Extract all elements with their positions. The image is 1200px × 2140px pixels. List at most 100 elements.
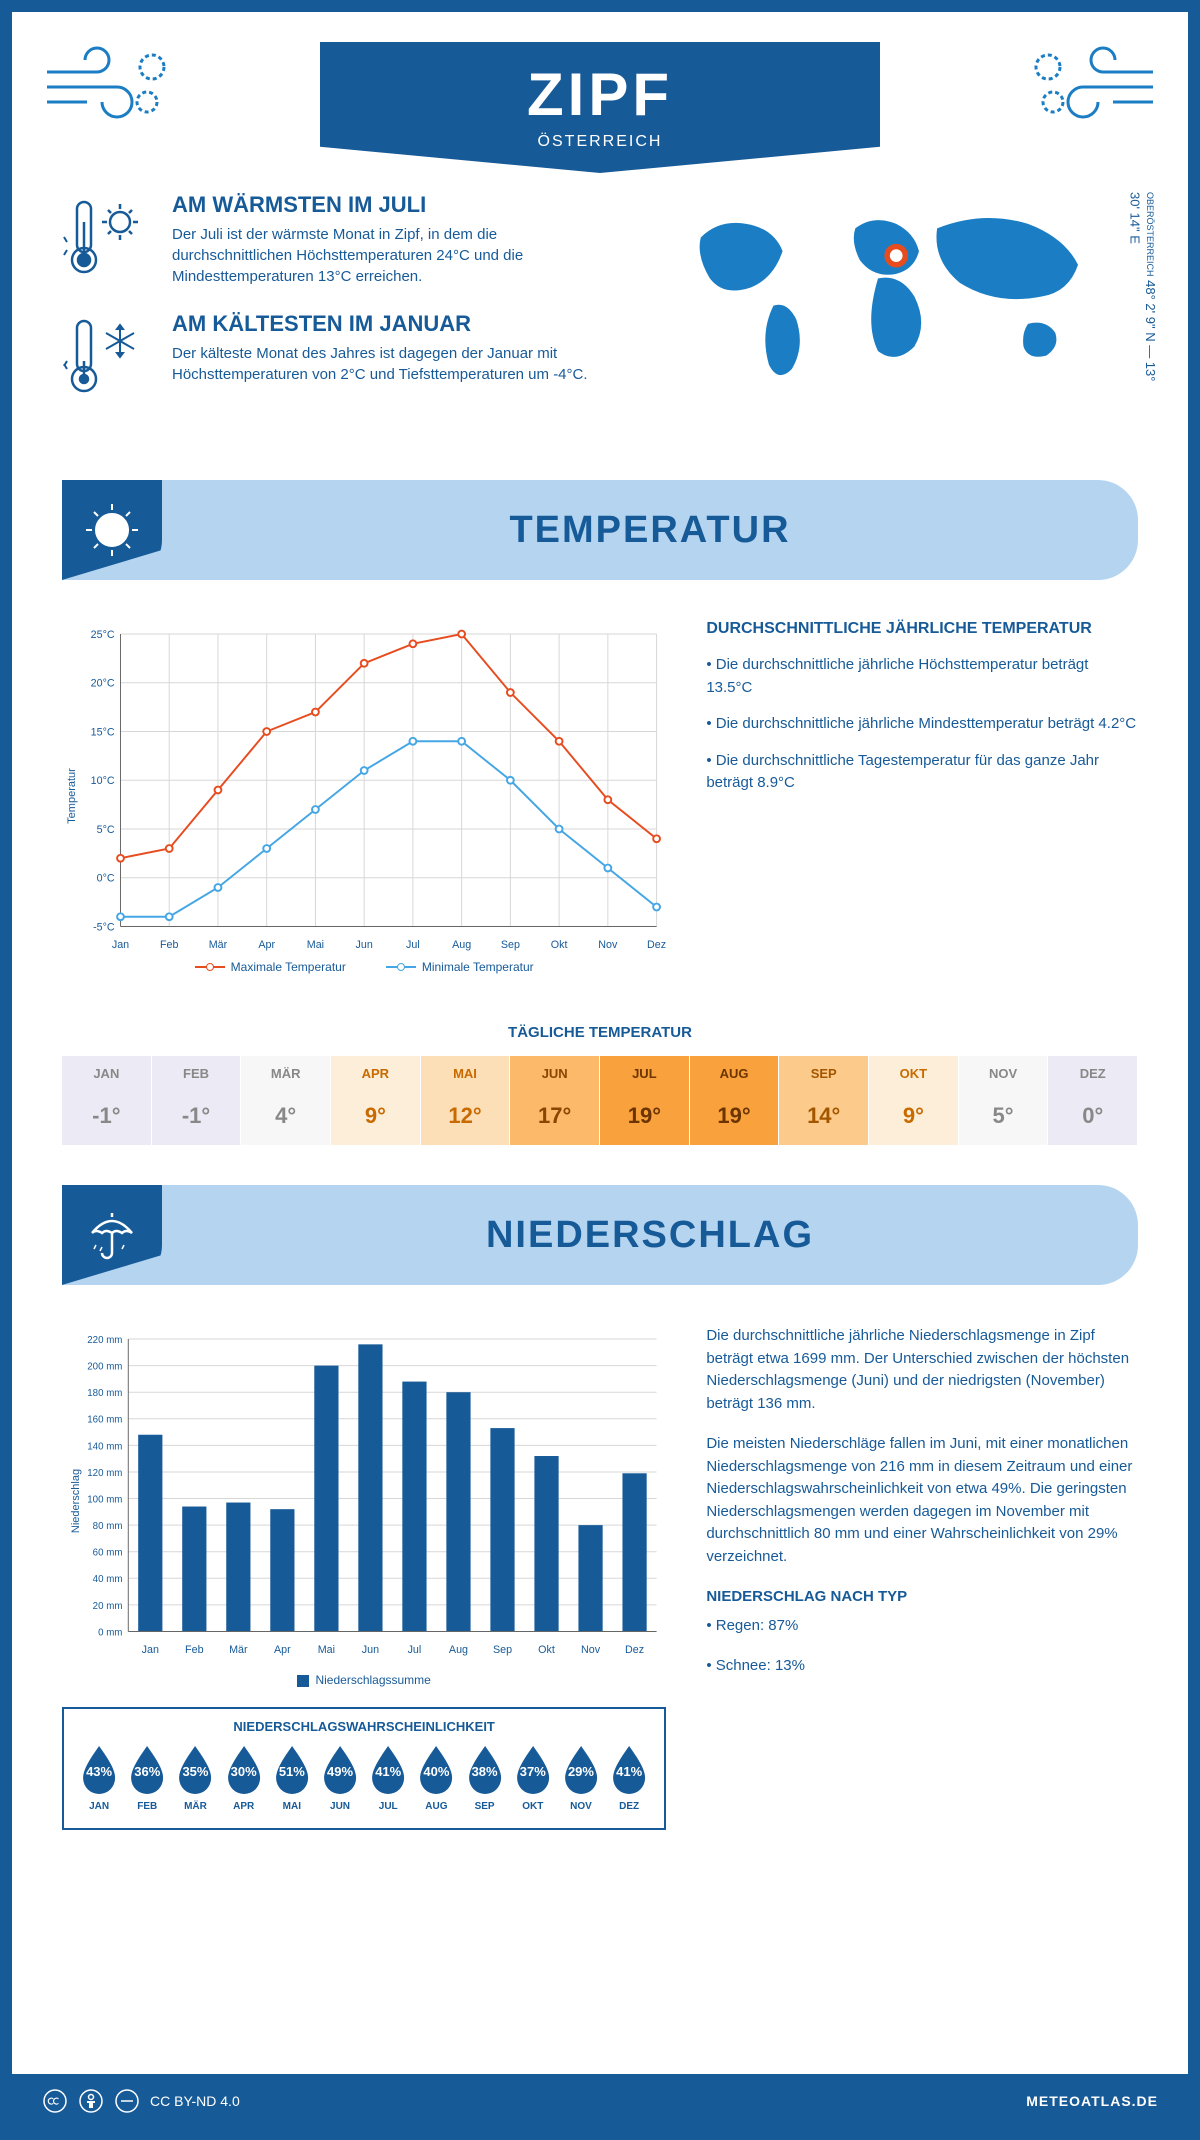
daily-cell: MÄR4° xyxy=(241,1056,331,1145)
temp-bullet: • Die durchschnittliche jährliche Mindes… xyxy=(706,713,1138,736)
svg-text:Jun: Jun xyxy=(362,1644,379,1656)
svg-text:100 mm: 100 mm xyxy=(87,1494,122,1505)
probability-drop: 36%FEB xyxy=(124,1742,170,1812)
svg-text:180 mm: 180 mm xyxy=(87,1388,122,1399)
svg-text:Feb: Feb xyxy=(160,939,179,951)
svg-text:Mai: Mai xyxy=(307,939,324,951)
svg-text:200 mm: 200 mm xyxy=(87,1362,122,1373)
probability-drop: 38%SEP xyxy=(462,1742,508,1812)
svg-text:Jun: Jun xyxy=(356,939,373,951)
coldest-block: AM KÄLTESTEN IM JANUAR Der kälteste Mona… xyxy=(62,311,605,406)
precipitation-section-bar: NIEDERSCHLAG xyxy=(62,1185,1138,1285)
bar-chart-legend: Niederschlagssumme xyxy=(62,1673,666,1687)
warmest-heading: AM WÄRMSTEN IM JULI xyxy=(172,192,605,218)
svg-text:Jan: Jan xyxy=(142,1644,159,1656)
probability-drop: 37%OKT xyxy=(510,1742,556,1812)
probability-box: NIEDERSCHLAGSWAHRSCHEINLICHKEIT 43%JAN 3… xyxy=(62,1707,666,1830)
svg-text:120 mm: 120 mm xyxy=(87,1468,122,1479)
svg-text:-5°C: -5°C xyxy=(93,921,115,933)
temperature-heading: TEMPERATUR xyxy=(162,509,1138,552)
svg-text:5°C: 5°C xyxy=(97,824,115,836)
daily-cell: AUG19° xyxy=(690,1056,780,1145)
precip-type: • Regen: 87% xyxy=(706,1615,1138,1638)
title-banner: ZIPF ÖSTERREICH xyxy=(320,42,880,173)
coldest-text: Der kälteste Monat des Jahres ist dagege… xyxy=(172,343,605,385)
svg-text:0°C: 0°C xyxy=(97,873,115,885)
svg-text:Mär: Mär xyxy=(229,1644,248,1656)
svg-text:Okt: Okt xyxy=(538,1644,555,1656)
header: ZIPF ÖSTERREICH xyxy=(12,12,1188,172)
warmest-block: AM WÄRMSTEN IM JULI Der Juli ist der wär… xyxy=(62,192,605,287)
svg-text:Mär: Mär xyxy=(209,939,228,951)
svg-text:40 mm: 40 mm xyxy=(93,1574,123,1585)
probability-drop: 43%JAN xyxy=(76,1742,122,1812)
license: CC BY-ND 4.0 xyxy=(42,2088,240,2114)
svg-text:220 mm: 220 mm xyxy=(87,1335,122,1346)
svg-text:25°C: 25°C xyxy=(91,629,115,641)
probability-drop: 49%JUN xyxy=(317,1742,363,1812)
svg-text:60 mm: 60 mm xyxy=(93,1548,123,1559)
probability-drop: 41%DEZ xyxy=(606,1742,652,1812)
svg-text:Mai: Mai xyxy=(318,1644,335,1656)
temp-bullet: • Die durchschnittliche Tagestemperatur … xyxy=(706,750,1138,795)
daily-cell: FEB-1° xyxy=(152,1056,242,1145)
probability-drop: 35%MÄR xyxy=(172,1742,218,1812)
probability-drop: 51%MAI xyxy=(269,1742,315,1812)
temperature-line-chart: Temperatur -5°C0°C5°C10°C15°C20°C25°CJan… xyxy=(62,620,666,974)
svg-text:Apr: Apr xyxy=(274,1644,291,1656)
svg-text:0 mm: 0 mm xyxy=(98,1627,122,1638)
svg-text:Aug: Aug xyxy=(452,939,471,951)
footer: CC BY-ND 4.0 METEOATLAS.DE xyxy=(12,2074,1188,2128)
probability-drop: 40%AUG xyxy=(413,1742,459,1812)
wind-icon xyxy=(1018,42,1158,132)
thermometer-sun-icon xyxy=(62,192,152,287)
svg-text:Nov: Nov xyxy=(598,939,618,951)
precipitation-bar-chart: Niederschlag 0 mm20 mm40 mm60 mm80 mm100… xyxy=(62,1325,666,1665)
daily-cell: MAI12° xyxy=(421,1056,511,1145)
daily-temperature-strip: JAN-1° FEB-1° MÄR4° APR9° MAI12° JUN17° … xyxy=(62,1056,1138,1145)
svg-text:160 mm: 160 mm xyxy=(87,1415,122,1426)
daily-temp-heading: TÄGLICHE TEMPERATUR xyxy=(12,1024,1188,1041)
svg-text:Jan: Jan xyxy=(112,939,129,951)
svg-text:10°C: 10°C xyxy=(91,775,115,787)
temperature-summary: DURCHSCHNITTLICHE JÄHRLICHE TEMPERATUR •… xyxy=(706,620,1138,974)
daily-cell: OKT9° xyxy=(869,1056,959,1145)
daily-cell: DEZ0° xyxy=(1048,1056,1138,1145)
svg-text:Dez: Dez xyxy=(647,939,666,951)
daily-cell: JUL19° xyxy=(600,1056,690,1145)
probability-drop: 30%APR xyxy=(221,1742,267,1812)
line-chart-legend: Maximale Temperatur Minimale Temperatur xyxy=(62,960,666,974)
page-title: ZIPF xyxy=(320,60,880,129)
world-map: OBERÖSTERREICH 48° 2' 9" N — 13° 30' 14"… xyxy=(645,192,1138,397)
temp-bullet: • Die durchschnittliche jährliche Höchst… xyxy=(706,654,1138,699)
svg-text:20°C: 20°C xyxy=(91,678,115,690)
thermometer-snow-icon xyxy=(62,311,152,406)
svg-text:Nov: Nov xyxy=(581,1644,601,1656)
site-name: METEOATLAS.DE xyxy=(1026,2093,1158,2109)
daily-cell: APR9° xyxy=(331,1056,421,1145)
precipitation-summary: Die durchschnittliche jährliche Niedersc… xyxy=(706,1325,1138,1830)
svg-text:Apr: Apr xyxy=(258,939,275,951)
svg-text:Jul: Jul xyxy=(406,939,420,951)
daily-cell: NOV5° xyxy=(959,1056,1049,1145)
coordinates: OBERÖSTERREICH 48° 2' 9" N — 13° 30' 14"… xyxy=(1127,192,1158,397)
temperature-section-bar: TEMPERATUR xyxy=(62,480,1138,580)
daily-cell: SEP14° xyxy=(779,1056,869,1145)
svg-text:15°C: 15°C xyxy=(91,726,115,738)
precip-type: • Schnee: 13% xyxy=(706,1655,1138,1678)
daily-cell: JAN-1° xyxy=(62,1056,152,1145)
svg-text:Dez: Dez xyxy=(625,1644,644,1656)
svg-text:Jul: Jul xyxy=(408,1644,422,1656)
svg-text:Sep: Sep xyxy=(493,1644,512,1656)
sun-icon xyxy=(62,480,162,580)
probability-drop: 41%JUL xyxy=(365,1742,411,1812)
svg-text:Sep: Sep xyxy=(501,939,520,951)
svg-text:Feb: Feb xyxy=(185,1644,204,1656)
svg-text:20 mm: 20 mm xyxy=(93,1601,123,1612)
svg-text:80 mm: 80 mm xyxy=(93,1521,123,1532)
daily-cell: JUN17° xyxy=(510,1056,600,1145)
warmest-text: Der Juli ist der wärmste Monat in Zipf, … xyxy=(172,224,605,287)
page-subtitle: ÖSTERREICH xyxy=(320,133,880,151)
coldest-heading: AM KÄLTESTEN IM JANUAR xyxy=(172,311,605,337)
probability-drop: 29%NOV xyxy=(558,1742,604,1812)
